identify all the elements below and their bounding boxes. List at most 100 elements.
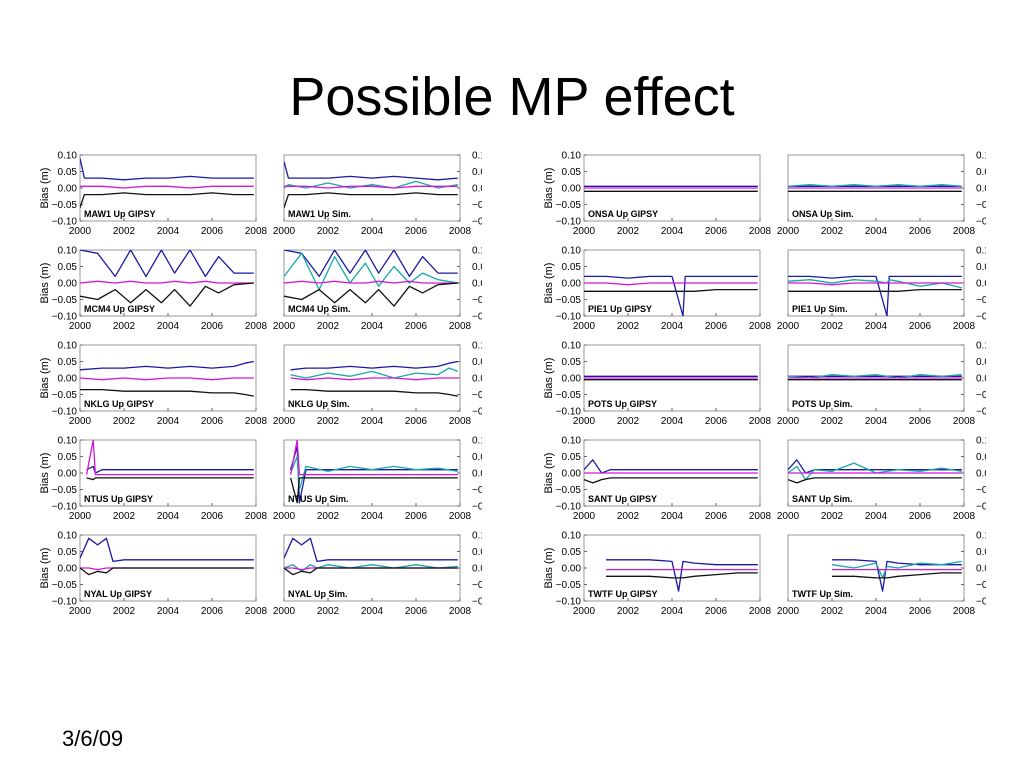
panel-label: NYAL Up Sim. (288, 589, 348, 599)
y-tick-label: 0.10 (472, 531, 482, 542)
series-group (584, 375, 758, 381)
x-tick-label: 2006 (909, 226, 932, 237)
y-tick-label: 0.00 (562, 279, 582, 290)
x-tick-label: 2002 (617, 511, 640, 522)
y-tick-label: 0.00 (562, 184, 582, 195)
series-line-magenta (284, 185, 458, 189)
x-tick-label: 2004 (157, 511, 180, 522)
x-tick-label: 2006 (705, 416, 728, 427)
y-tick-label: 0.10 (976, 436, 986, 447)
y-tick-label: −0.10 (556, 312, 582, 323)
x-tick-label: 2006 (705, 321, 728, 332)
x-tick-label: 2008 (953, 606, 976, 617)
x-tick-label: 2008 (749, 321, 772, 332)
y-axis-title: Bias (m) (39, 453, 51, 494)
y-tick-label: −0.10 (556, 502, 582, 513)
series-group (80, 250, 254, 307)
series-line-blue (584, 275, 758, 316)
y-tick-label: −0.10 (472, 217, 482, 228)
y-tick-label: −0.05 (52, 580, 78, 591)
x-tick-label: 2006 (405, 321, 428, 332)
y-tick-label: 0.10 (976, 341, 986, 352)
x-tick-label: 2000 (777, 226, 800, 237)
y-tick-label: 0.10 (472, 151, 482, 162)
y-tick-label: 0.10 (58, 151, 78, 162)
panel-frame (79, 154, 257, 222)
x-tick-label: 2004 (865, 606, 888, 617)
y-tick-label: 0.10 (976, 246, 986, 257)
y-tick-label: −0.10 (976, 597, 986, 608)
series-line-magenta (284, 280, 458, 284)
y-tick-label: −0.05 (556, 580, 582, 591)
y-tick-label: −0.05 (556, 390, 582, 401)
y-tick-label: 0.05 (58, 547, 78, 558)
x-tick-label: 2002 (317, 321, 340, 332)
series-line-magenta (80, 280, 254, 284)
y-tick-label: 0.00 (58, 184, 78, 195)
x-tick-label: 2008 (749, 606, 772, 617)
y-tick-label: 0.10 (58, 246, 78, 257)
series-line-black (284, 567, 458, 576)
series-line-cyan (788, 462, 962, 481)
y-tick-label: −0.05 (556, 485, 582, 496)
y-tick-label: −0.10 (976, 312, 986, 323)
series-group (290, 360, 459, 397)
y-tick-label: 0.00 (472, 184, 482, 195)
y-axis-title: Bias (m) (543, 548, 555, 589)
y-tick-label: −0.10 (976, 407, 986, 418)
series-group (584, 459, 758, 484)
x-tick-label: 2004 (157, 321, 180, 332)
series-group (80, 537, 254, 576)
series-line-black (584, 477, 758, 484)
y-tick-label: 0.05 (562, 262, 582, 273)
y-tick-label: −0.10 (52, 312, 78, 323)
y-tick-label: 0.00 (562, 374, 582, 385)
series-line-blue (284, 537, 458, 563)
x-tick-label: 2006 (405, 606, 428, 617)
x-tick-label: 2006 (705, 226, 728, 237)
x-tick-label: 2006 (705, 606, 728, 617)
panel-pie1-up-sim: 0.10 0.05 0.00 −0.05 −0.10 2000 2002 2004 2006 20… (777, 246, 986, 333)
series-line-black (584, 288, 758, 292)
y-tick-label: 0.05 (472, 262, 482, 273)
series-line-black (606, 572, 758, 579)
panel-label: SANT Up Sim. (792, 494, 853, 504)
y-tick-label: −0.10 (52, 407, 78, 418)
y-axis-title: Bias (m) (39, 548, 51, 589)
panel-frame (787, 534, 965, 602)
series-line-black (290, 388, 458, 397)
series-line-cyan (290, 367, 459, 379)
series-line-black (289, 477, 458, 504)
panel-label: MAW1 Up Sim. (288, 209, 351, 219)
x-tick-label: 2000 (573, 606, 596, 617)
x-tick-label: 2000 (69, 606, 92, 617)
y-tick-label: −0.05 (472, 200, 482, 211)
x-tick-label: 2002 (317, 606, 340, 617)
x-tick-label: 2006 (201, 511, 224, 522)
series-line-black (80, 282, 254, 307)
y-tick-label: −0.05 (472, 485, 482, 496)
series-line-cyan (289, 455, 458, 491)
y-tick-label: 0.10 (58, 341, 78, 352)
series-line-black (284, 282, 458, 307)
x-tick-label: 2004 (157, 416, 180, 427)
x-tick-label: 2008 (449, 321, 472, 332)
y-tick-label: −0.05 (976, 580, 986, 591)
panel-label: NYAL Up GIPSY (84, 589, 152, 599)
series-group (289, 440, 458, 504)
x-tick-label: 2000 (273, 416, 296, 427)
x-tick-label: 2002 (317, 511, 340, 522)
y-tick-label: 0.05 (976, 547, 986, 558)
x-tick-label: 2008 (449, 226, 472, 237)
y-tick-label: 0.10 (472, 246, 482, 257)
panel-frame (79, 439, 257, 507)
y-tick-label: 0.10 (562, 151, 582, 162)
series-line-magenta (290, 377, 458, 381)
x-tick-label: 2002 (113, 416, 136, 427)
y-tick-label: −0.05 (976, 485, 986, 496)
y-tick-label: 0.10 (562, 341, 582, 352)
x-tick-label: 2000 (777, 416, 800, 427)
